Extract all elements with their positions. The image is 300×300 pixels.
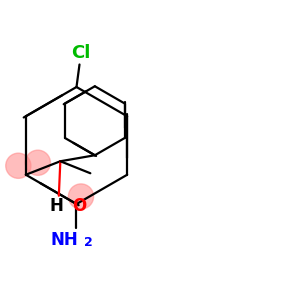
Text: Cl: Cl (71, 44, 91, 62)
Text: H: H (50, 197, 63, 215)
Text: O: O (72, 197, 87, 215)
Circle shape (68, 184, 94, 209)
Circle shape (25, 150, 50, 175)
Circle shape (6, 153, 31, 178)
Text: 2: 2 (84, 236, 93, 248)
Text: NH: NH (51, 231, 78, 249)
